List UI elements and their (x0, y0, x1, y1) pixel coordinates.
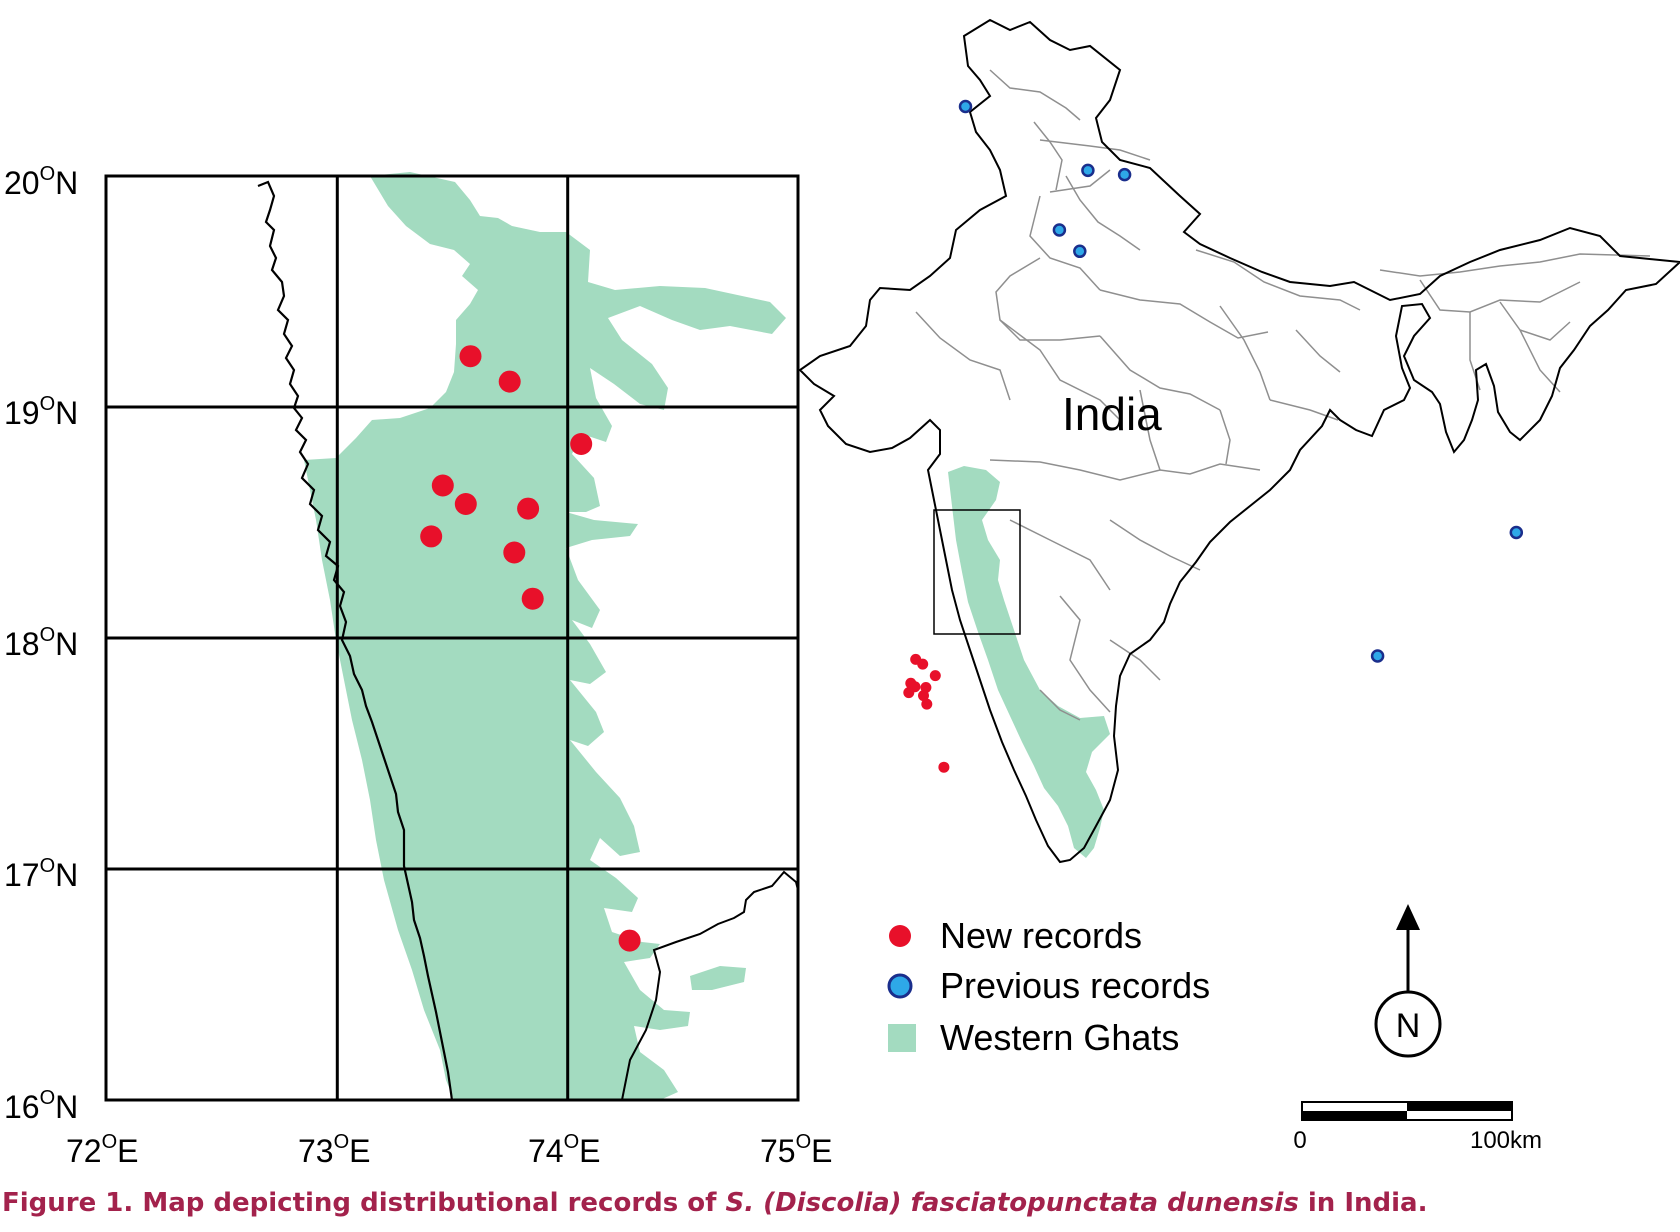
lat-label-20: 20ON (4, 163, 78, 201)
caption-suffix: in India. (1298, 1188, 1428, 1218)
new-record-point (420, 525, 443, 548)
previous-record-point (1117, 167, 1132, 182)
new-record-point (454, 493, 477, 515)
new-record-point (498, 370, 521, 393)
new-record-point (431, 474, 454, 497)
scale-bar: 0 100km (1293, 1101, 1542, 1154)
latitude-labels: 20ON 19ON 18ON 17ON 16ON (4, 163, 78, 1125)
legend-previous-record-label: Previous records (940, 965, 1210, 1006)
india-previous-record-points (958, 99, 1524, 663)
legend-ghats-swatch (888, 1024, 916, 1052)
legend: New records Previous records Western Gha… (887, 915, 1210, 1058)
scale-bar-end-label: 100km (1470, 1127, 1542, 1154)
india-new-record-point (903, 687, 915, 699)
previous-record-point (958, 99, 973, 114)
new-record-point (618, 929, 641, 952)
new-record-point (503, 541, 526, 564)
lat-label-18: 18ON (4, 624, 78, 662)
western-ghats-region-fragment (690, 966, 746, 990)
lat-label-19: 19ON (4, 393, 78, 431)
new-record-point (517, 497, 540, 520)
figure-caption: Figure 1. Map depicting distributional r… (2, 1188, 1672, 1218)
india-new-record-point (921, 698, 933, 710)
western-ghats-region (304, 172, 786, 1100)
scale-bar-start-label: 0 (1293, 1127, 1306, 1154)
india-new-record-point (918, 690, 929, 702)
previous-record-point (1052, 223, 1067, 237)
india-state-boundaries (915, 69, 1651, 721)
india-outline (798, 18, 1680, 864)
lat-label-16: 16ON (4, 1087, 78, 1125)
north-arrow-head (1396, 904, 1420, 930)
lon-label-74: 74OE (528, 1131, 601, 1169)
legend-previous-record-marker (887, 973, 913, 999)
india-map: India (798, 18, 1680, 864)
india-new-record-point (938, 761, 950, 773)
north-arrow: N (1374, 904, 1442, 1058)
lon-label-75: 75OE (760, 1131, 833, 1169)
india-label: India (1062, 388, 1162, 440)
caption-species: S. (Discolia) fasciatopunctata dunensis (725, 1188, 1299, 1218)
lat-label-17: 17ON (4, 855, 78, 893)
india-western-ghats-region (948, 466, 1110, 858)
longitude-labels: 72OE 73OE 74OE 75OE (66, 1131, 833, 1169)
previous-record-point (1073, 244, 1087, 259)
coastline (257, 180, 454, 1101)
north-arrow-circle (1374, 990, 1442, 1058)
previous-record-point (1370, 649, 1385, 663)
caption-prefix: Figure 1. Map depicting distributional r… (2, 1188, 726, 1218)
legend-new-record-marker (889, 925, 911, 947)
india-new-record-point (929, 670, 941, 682)
lon-label-72: 72OE (66, 1131, 139, 1169)
new-record-point (570, 433, 593, 455)
legend-ghats-label: Western Ghats (940, 1017, 1179, 1058)
previous-record-point (1509, 525, 1524, 540)
india-new-record-points (903, 653, 950, 773)
new-record-point (521, 587, 544, 610)
inset-map: 20ON 19ON 18ON 17ON 16ON 72OE 73OE 74OE … (4, 163, 833, 1169)
state-border (621, 870, 799, 1101)
lon-label-73: 73OE (298, 1131, 371, 1169)
inset-new-record-points (420, 345, 641, 952)
previous-record-point (1081, 163, 1095, 178)
north-arrow-label: N (1396, 1007, 1421, 1045)
graticule (104, 174, 800, 1102)
legend-new-record-label: New records (940, 915, 1142, 956)
inset-locator-box (933, 509, 1021, 635)
new-record-point (459, 345, 482, 368)
india-new-record-point (917, 658, 929, 670)
